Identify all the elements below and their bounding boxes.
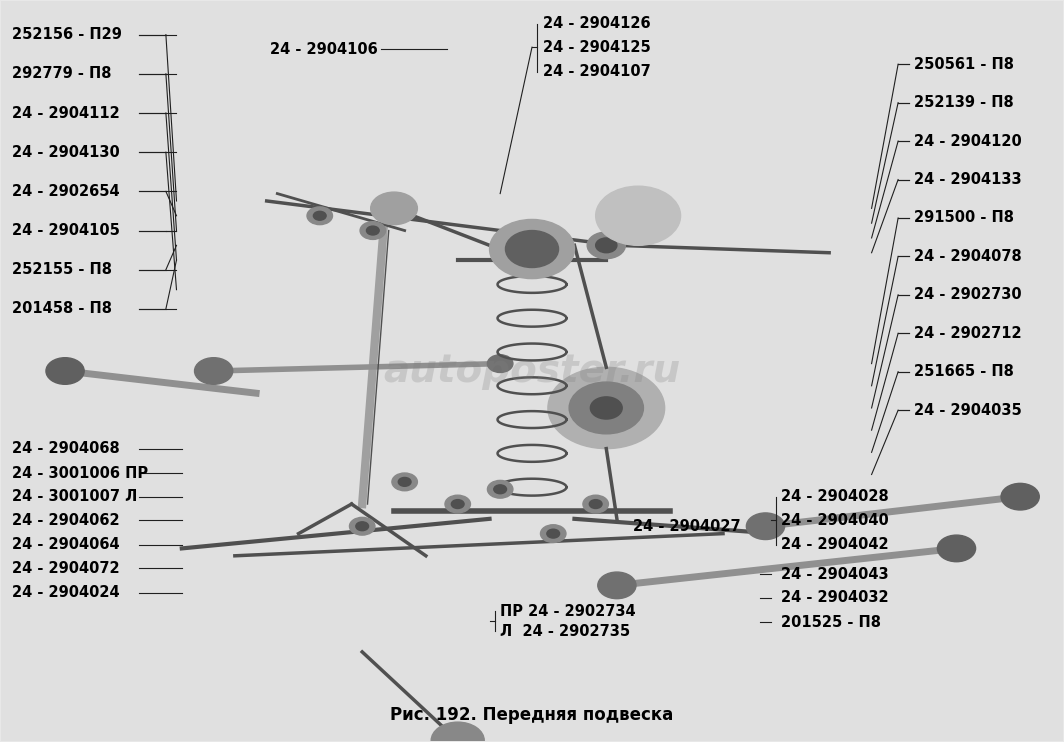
Text: autoposter.ru: autoposter.ru <box>383 352 681 390</box>
Circle shape <box>392 473 417 490</box>
Text: 24 - 2904105: 24 - 2904105 <box>12 223 120 238</box>
Circle shape <box>349 517 375 535</box>
Text: 24 - 2904032: 24 - 2904032 <box>781 591 890 605</box>
Text: 201525 - П8: 201525 - П8 <box>781 615 881 630</box>
Text: 24 - 2904120: 24 - 2904120 <box>914 134 1021 148</box>
Circle shape <box>398 477 411 486</box>
Text: Рис. 192. Передняя подвеска: Рис. 192. Передняя подвеска <box>390 706 674 723</box>
Circle shape <box>366 226 379 235</box>
Circle shape <box>489 220 575 278</box>
Text: 24 - 2904112: 24 - 2904112 <box>12 105 120 120</box>
Circle shape <box>746 513 784 539</box>
Text: 24 - 2904068: 24 - 2904068 <box>12 441 120 456</box>
Circle shape <box>598 572 636 599</box>
Text: 24 - 3001007 Л: 24 - 3001007 Л <box>12 489 137 504</box>
Text: Л  24 - 2902735: Л 24 - 2902735 <box>500 624 630 639</box>
Text: 24 - 2904028: 24 - 2904028 <box>781 489 890 504</box>
Circle shape <box>596 186 681 246</box>
Text: 24 - 2904078: 24 - 2904078 <box>914 249 1021 264</box>
Text: 24 - 2904126: 24 - 2904126 <box>543 16 650 31</box>
Circle shape <box>1001 483 1040 510</box>
Circle shape <box>583 495 609 513</box>
Text: 24 - 2902712: 24 - 2902712 <box>914 326 1021 341</box>
Circle shape <box>596 238 617 253</box>
Text: 250561 - П8: 250561 - П8 <box>914 56 1014 72</box>
Text: 24 - 2904035: 24 - 2904035 <box>914 403 1021 418</box>
Text: 24 - 2904130: 24 - 2904130 <box>12 145 120 160</box>
Text: 24 - 2904133: 24 - 2904133 <box>914 172 1021 187</box>
Circle shape <box>505 231 559 268</box>
Circle shape <box>445 495 470 513</box>
Text: 252155 - П8: 252155 - П8 <box>12 262 112 278</box>
Circle shape <box>360 222 385 240</box>
Text: 24 - 2904027: 24 - 2904027 <box>633 519 741 533</box>
Circle shape <box>451 499 464 508</box>
Text: 24 - 2904024: 24 - 2904024 <box>12 585 119 600</box>
Circle shape <box>314 211 327 220</box>
Circle shape <box>548 367 665 449</box>
Text: 24 - 2904062: 24 - 2904062 <box>12 513 119 528</box>
Text: 24 - 2904064: 24 - 2904064 <box>12 537 119 552</box>
Text: 291500 - П8: 291500 - П8 <box>914 211 1014 226</box>
Text: 24 - 2904072: 24 - 2904072 <box>12 561 119 576</box>
Text: ПР 24 - 2902734: ПР 24 - 2902734 <box>500 604 636 619</box>
Text: 201458 - П8: 201458 - П8 <box>12 301 112 316</box>
Text: 24 - 2904125: 24 - 2904125 <box>543 40 650 55</box>
Circle shape <box>628 209 649 223</box>
Circle shape <box>569 382 644 434</box>
Text: 24 - 2904040: 24 - 2904040 <box>781 513 890 528</box>
Text: 24 - 2902654: 24 - 2902654 <box>12 184 119 199</box>
Text: 24 - 2904107: 24 - 2904107 <box>543 64 650 79</box>
Text: 24 - 2902730: 24 - 2902730 <box>914 287 1021 302</box>
Circle shape <box>494 485 506 493</box>
Circle shape <box>587 232 626 259</box>
Circle shape <box>195 358 233 384</box>
Text: 24 - 2904043: 24 - 2904043 <box>781 567 890 582</box>
Circle shape <box>547 529 560 538</box>
Text: 292779 - П8: 292779 - П8 <box>12 66 112 82</box>
Text: 24 - 2904106: 24 - 2904106 <box>270 42 378 57</box>
Circle shape <box>617 201 660 231</box>
Circle shape <box>937 535 976 562</box>
Text: 252156 - П29: 252156 - П29 <box>12 27 122 42</box>
Circle shape <box>591 397 622 419</box>
Circle shape <box>487 480 513 498</box>
Text: 24 - 2904042: 24 - 2904042 <box>781 537 890 552</box>
Circle shape <box>307 207 332 225</box>
Circle shape <box>431 722 484 742</box>
Text: 24 - 3001006 ПР: 24 - 3001006 ПР <box>12 465 148 481</box>
Circle shape <box>355 522 368 531</box>
Circle shape <box>541 525 566 542</box>
Circle shape <box>589 499 602 508</box>
Circle shape <box>46 358 84 384</box>
Text: 251665 - П8: 251665 - П8 <box>914 364 1014 379</box>
Circle shape <box>606 194 670 238</box>
Text: 252139 - П8: 252139 - П8 <box>914 95 1014 110</box>
Circle shape <box>370 192 417 225</box>
Circle shape <box>487 355 513 372</box>
